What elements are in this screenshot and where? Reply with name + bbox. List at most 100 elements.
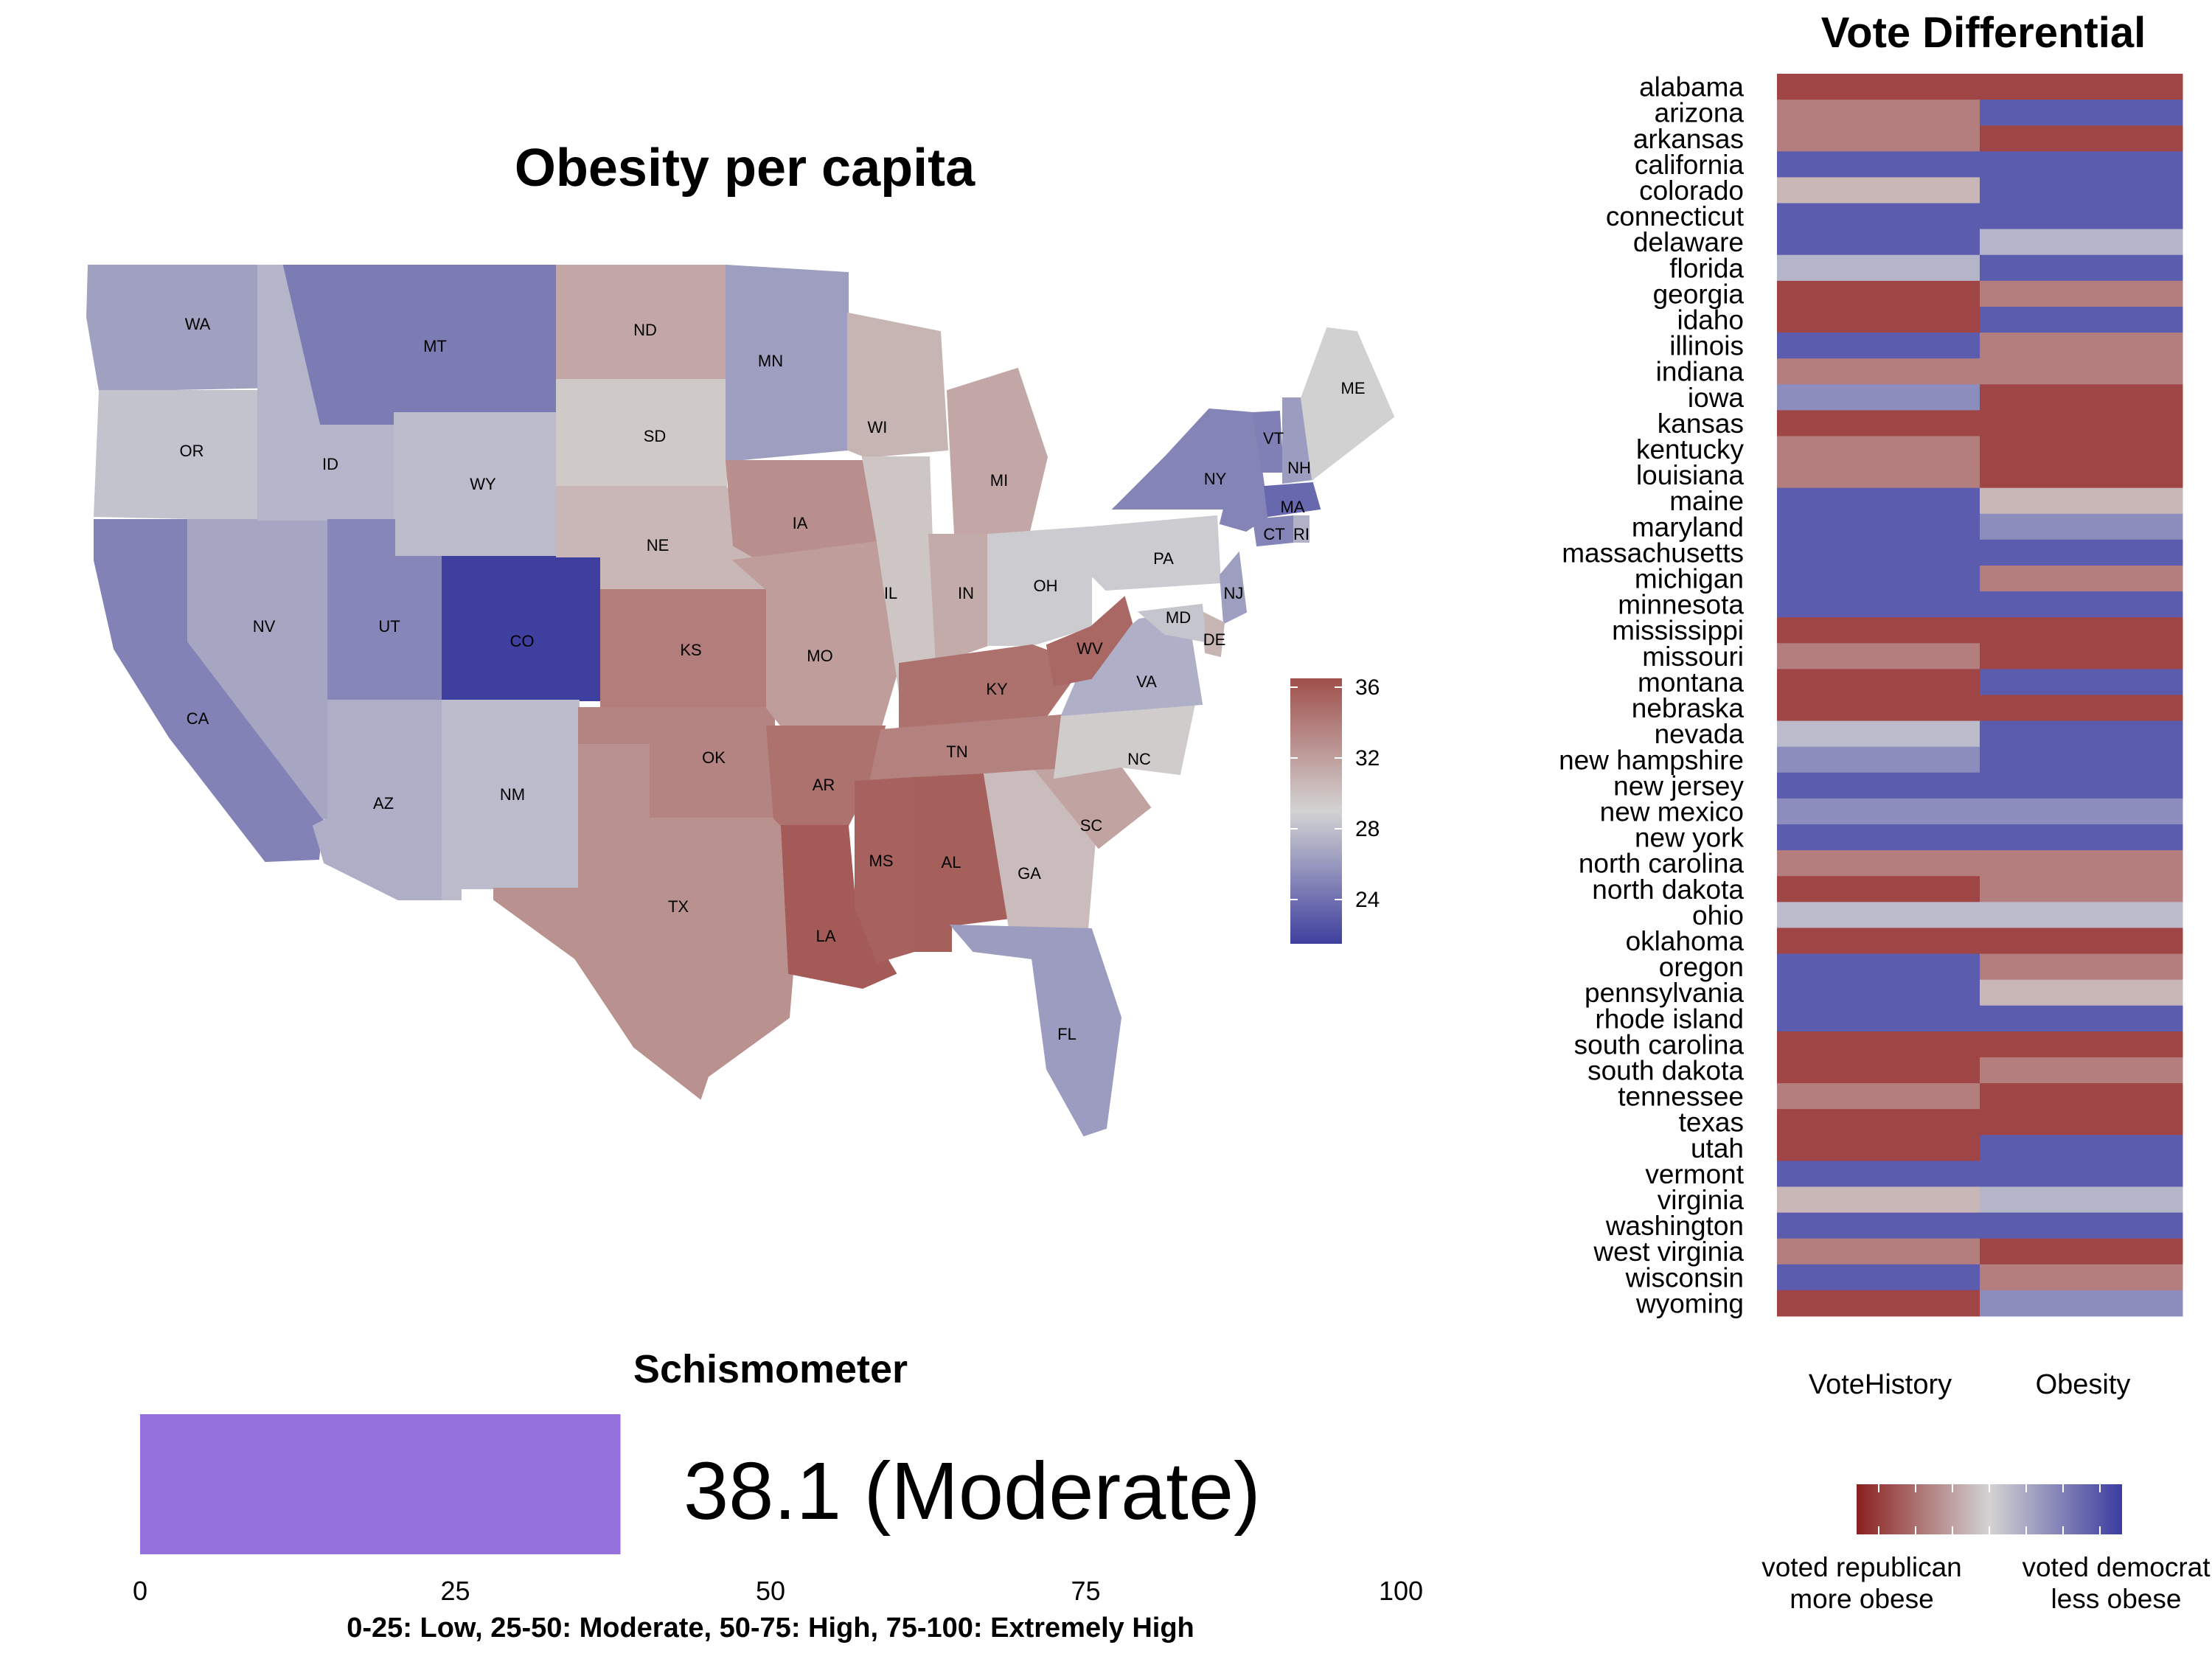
- vote-legend-ticks: [1878, 1484, 2101, 1534]
- state-me: [1300, 327, 1395, 481]
- schismometer-tick-label: 100: [1379, 1576, 1423, 1606]
- state-ky: [899, 644, 1085, 731]
- state-nc: [1053, 703, 1196, 779]
- state-label-ok: OK: [702, 748, 726, 767]
- heatmap-cell-new-hampshire-votehistory: [1777, 746, 1980, 773]
- heatmap-cell-montana-votehistory: [1777, 669, 1980, 695]
- heatmap-cell-california-votehistory: [1777, 151, 1980, 178]
- state-label-az: AZ: [373, 794, 394, 813]
- legend-label-republican-line2: more obese: [1790, 1584, 1933, 1614]
- heatmap-row-label: rhode island: [1595, 1004, 1744, 1034]
- state-label-ms: MS: [869, 852, 894, 870]
- state-label-ks: KS: [680, 641, 701, 659]
- heatmap-row-label: montana: [1638, 667, 1744, 698]
- heatmap-row-label: georgia: [1653, 279, 1745, 309]
- state-fl: [949, 924, 1122, 1137]
- map-color-legend: 36 32 28 24: [1290, 675, 1380, 944]
- map-legend-bar: [1290, 678, 1342, 944]
- state-label-sd: SD: [644, 427, 667, 445]
- heatmap-cell-new-york-votehistory: [1777, 824, 1980, 851]
- state-label-va: VA: [1136, 672, 1157, 691]
- heatmap-cell-new-mexico-votehistory: [1777, 798, 1980, 825]
- heatmap-column-label-obesity: Obesity: [2036, 1369, 2131, 1400]
- state-nj: [1219, 551, 1248, 625]
- heatmap-cell-nevada-votehistory: [1777, 720, 1980, 748]
- heatmap-cell-iowa-obesity: [1980, 384, 2183, 411]
- map-legend-tick-label: 32: [1355, 746, 1380, 771]
- obesity-map-panel: Obesity per capita WA OR CA NV ID MT WY UT AZ CO N…: [86, 139, 1395, 1137]
- state-wi: [847, 312, 949, 459]
- heatmap-cell-iowa-votehistory: [1777, 384, 1980, 411]
- heatmap-row-label: new york: [1635, 823, 1745, 853]
- state-label-wv: WV: [1077, 639, 1103, 658]
- state-label-ri: RI: [1293, 525, 1310, 543]
- heatmap-cell-oregon-obesity: [1980, 953, 2183, 981]
- state-label-wa: WA: [185, 315, 211, 333]
- state-pa: [1091, 515, 1222, 591]
- heatmap-row-label: north carolina: [1579, 849, 1745, 879]
- state-ri: [1293, 515, 1310, 543]
- heatmap-cell-montana-obesity: [1980, 669, 2183, 695]
- heatmap-row-label: minnesota: [1618, 590, 1744, 620]
- heatmap-cell-mississippi-votehistory: [1777, 617, 1980, 644]
- state-label-ct: CT: [1263, 525, 1284, 543]
- heatmap-row-label: michigan: [1635, 564, 1744, 594]
- heatmap-row-label: new mexico: [1600, 796, 1744, 827]
- state-label-wy: WY: [470, 475, 496, 493]
- heatmap-cell-nebraska-obesity: [1980, 695, 2183, 722]
- heatmap-cell-north-dakota-votehistory: [1777, 876, 1980, 902]
- state-label-id: ID: [322, 455, 338, 473]
- heatmap-cell-ohio-obesity: [1980, 902, 2183, 928]
- heatmap-cell-oklahoma-obesity: [1980, 928, 2183, 955]
- heatmap-cell-south-dakota-obesity: [1980, 1057, 2183, 1084]
- heatmap-cell-kansas-obesity: [1980, 410, 2183, 437]
- heatmap-cell-oregon-votehistory: [1777, 953, 1980, 981]
- schismometer-tick-label: 50: [756, 1576, 785, 1606]
- heatmap-cell-california-obesity: [1980, 151, 2183, 178]
- heatmap-title: Vote Differential: [1821, 9, 2146, 57]
- state-label-ga: GA: [1018, 864, 1041, 883]
- heatmap-row-label: virginia: [1658, 1185, 1745, 1215]
- state-label-ma: MA: [1281, 498, 1305, 516]
- state-oh: [987, 526, 1092, 646]
- heatmap-cell-north-carolina-votehistory: [1777, 850, 1980, 877]
- heatmap-row-label: missouri: [1642, 641, 1744, 672]
- heatmap-cells: [1777, 74, 2183, 1317]
- heatmap-row-label: north dakota: [1592, 874, 1744, 905]
- heatmap-row-label: california: [1635, 150, 1744, 180]
- state-label-pa: PA: [1153, 549, 1174, 568]
- state-label-ca: CA: [187, 709, 209, 728]
- heatmap-cell-ohio-votehistory: [1777, 902, 1980, 928]
- heatmap-row-label: maine: [1669, 486, 1744, 516]
- heatmap-cell-new-hampshire-obesity: [1980, 746, 2183, 773]
- heatmap-cell-kentucky-obesity: [1980, 436, 2183, 463]
- heatmap-cell-texas-obesity: [1980, 1109, 2183, 1135]
- heatmap-row-label: ohio: [1692, 900, 1744, 931]
- state-label-nj: NJ: [1224, 584, 1244, 602]
- state-ny: [1111, 408, 1270, 532]
- heatmap-cell-north-carolina-obesity: [1980, 850, 2183, 877]
- heatmap-cell-arizona-votehistory: [1777, 100, 1980, 126]
- heatmap-row-label: iowa: [1688, 383, 1745, 413]
- heatmap-cell-georgia-votehistory: [1777, 280, 1980, 307]
- heatmap-cell-arkansas-obesity: [1980, 125, 2183, 152]
- heatmap-row-label: oregon: [1659, 952, 1744, 982]
- heatmap-cell-wisconsin-votehistory: [1777, 1264, 1980, 1291]
- vote-legend-bar: [1857, 1484, 2122, 1534]
- schismometer-value-label: 38.1 (Moderate): [684, 1446, 1261, 1537]
- state-label-de: DE: [1203, 630, 1226, 649]
- heatmap-cell-florida-votehistory: [1777, 254, 1980, 282]
- heatmap-cell-tennessee-votehistory: [1777, 1083, 1980, 1110]
- heatmap-cell-minnesota-obesity: [1980, 591, 2183, 618]
- heatmap-row-label: wisconsin: [1625, 1262, 1744, 1293]
- heatmap-cell-minnesota-votehistory: [1777, 591, 1980, 618]
- heatmap-cell-rhode-island-obesity: [1980, 1005, 2183, 1032]
- map-legend-ticks: 36 32 28 24: [1290, 675, 1380, 912]
- heatmap-cell-arkansas-votehistory: [1777, 125, 1980, 152]
- heatmap-cell-arizona-obesity: [1980, 100, 2183, 126]
- heatmap-cell-indiana-obesity: [1980, 358, 2183, 385]
- state-nm: [442, 700, 580, 900]
- schismometer-panel: Schismometer 38.1 (Moderate) 0 25 50 75 100 …: [133, 1347, 1423, 1644]
- heatmap-column-label-votehistory: VoteHistory: [1809, 1369, 1952, 1400]
- state-co: [442, 556, 602, 701]
